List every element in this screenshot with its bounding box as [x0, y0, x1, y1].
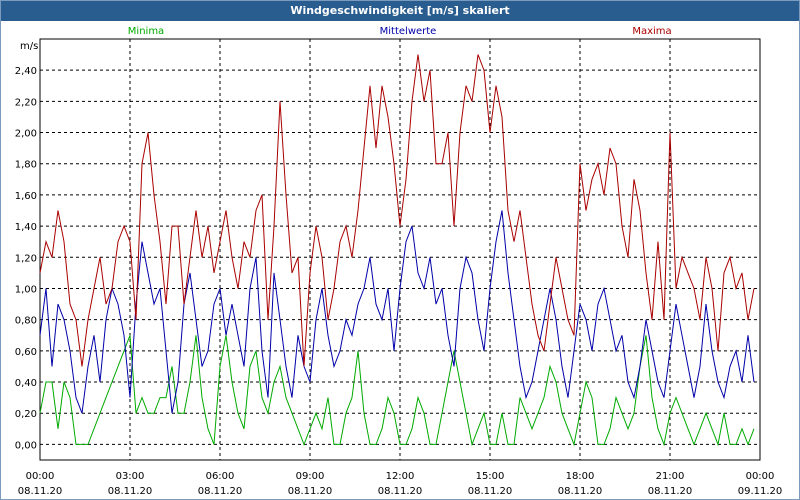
legend-minima: Minima — [128, 26, 164, 37]
series-line-maxima — [39, 54, 755, 367]
y-tick-label: 0,00 — [15, 440, 37, 451]
y-axis-label: m/s — [20, 41, 38, 52]
chart-title: Windgeschwindigkeit [m/s] skaliert — [1, 1, 799, 21]
x-tick-date: 08.11.20 — [648, 486, 693, 497]
x-tick-date: 09.11.20 — [738, 486, 783, 497]
series-line-minima — [39, 335, 755, 447]
legend-maxima: Maxima — [632, 26, 671, 37]
y-tick-label: 1,00 — [15, 284, 37, 295]
x-tick-date: 08.11.20 — [378, 486, 423, 497]
x-tick-time: 00:00 — [26, 471, 55, 482]
x-tick-date: 08.11.20 — [18, 486, 63, 497]
y-tick-label: 1,60 — [15, 191, 37, 202]
x-tick-date: 08.11.20 — [198, 486, 243, 497]
x-tick-time: 03:00 — [116, 471, 145, 482]
x-tick-time: 00:00 — [746, 471, 775, 482]
x-tick-date: 08.11.20 — [468, 486, 513, 497]
x-tick-time: 06:00 — [206, 471, 235, 482]
y-tick-label: 1,40 — [15, 222, 37, 233]
y-tick-label: 2,00 — [15, 129, 37, 140]
y-tick-label: 0,20 — [15, 409, 37, 420]
y-tick-label: 0,80 — [15, 316, 37, 327]
x-tick-time: 21:00 — [656, 471, 685, 482]
y-tick-label: 1,20 — [15, 253, 37, 264]
x-tick-time: 15:00 — [476, 471, 505, 482]
y-tick-label: 2,20 — [15, 97, 37, 108]
x-tick-time: 12:00 — [386, 471, 415, 482]
x-tick-date: 08.11.20 — [288, 486, 333, 497]
x-tick-time: 09:00 — [296, 471, 325, 482]
y-axis: 0,00 0,20 0,40 0,60 0,80 1,00 1,20 1,40 1,60 1,80… — [15, 66, 37, 451]
y-tick-label: 1,80 — [15, 160, 37, 171]
x-tick-time: 18:00 — [566, 471, 595, 482]
y-tick-label: 0,40 — [15, 378, 37, 389]
series-line-mittelwerte — [39, 210, 755, 414]
x-axis: 00:00 08.11.20 03:00 08.11.20 06:00 08.11.20 0… — [18, 471, 783, 497]
y-tick-label: 0,60 — [15, 347, 37, 358]
x-tick-date: 08.11.20 — [558, 486, 603, 497]
x-tick-date: 08.11.20 — [108, 486, 153, 497]
legend-mittelwerte: Mittelwerte — [380, 26, 437, 37]
series-lines — [39, 54, 755, 447]
y-tick-label: 2,40 — [15, 66, 37, 77]
